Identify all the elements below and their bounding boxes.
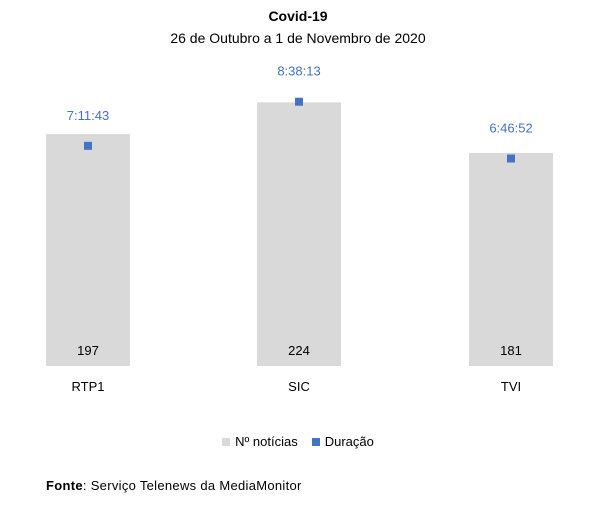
source-text: : Serviço Telenews da MediaMonitor bbox=[82, 478, 302, 493]
source-label: Fonte bbox=[46, 478, 83, 493]
duration-label: 6:46:52 bbox=[489, 120, 532, 135]
legend-swatch-noticias bbox=[222, 437, 231, 446]
bar-value-label: 224 bbox=[288, 343, 310, 358]
chart-plot: 197 7:11:43 RTP1 224 8:38:13 SIC 181 6:46:52 TVI bbox=[46, 64, 553, 394]
legend-item-noticias: Nº notícias bbox=[222, 434, 298, 449]
bar-tvi bbox=[469, 152, 553, 366]
duration-marker bbox=[295, 97, 303, 106]
duration-marker bbox=[507, 154, 515, 163]
bar-value-label: 197 bbox=[77, 343, 99, 358]
legend-label-duracao: Duração bbox=[324, 434, 374, 449]
source-note: Fonte: Serviço Telenews da MediaMonitor bbox=[46, 478, 302, 493]
duration-label: 7:11:43 bbox=[67, 108, 109, 123]
legend-label-noticias: Nº notícias bbox=[235, 434, 298, 449]
chart-title: Covid-19 bbox=[268, 8, 328, 24]
duration-label: 8:38:13 bbox=[277, 64, 320, 79]
legend-item-duracao: Duração bbox=[311, 434, 374, 449]
category-label: SIC bbox=[288, 379, 310, 394]
bar-value-label: 181 bbox=[500, 343, 522, 358]
chart-subtitle: 26 de Outubro a 1 de Novembro de 2020 bbox=[170, 30, 426, 46]
category-label: RTP1 bbox=[72, 379, 105, 394]
bar-rtp1 bbox=[46, 134, 130, 366]
legend-swatch-duracao bbox=[311, 437, 320, 446]
chart-legend: Nº notícias Duração bbox=[0, 434, 596, 449]
category-label: TVI bbox=[501, 379, 521, 394]
bar-sic bbox=[257, 102, 341, 366]
duration-marker bbox=[84, 141, 92, 150]
